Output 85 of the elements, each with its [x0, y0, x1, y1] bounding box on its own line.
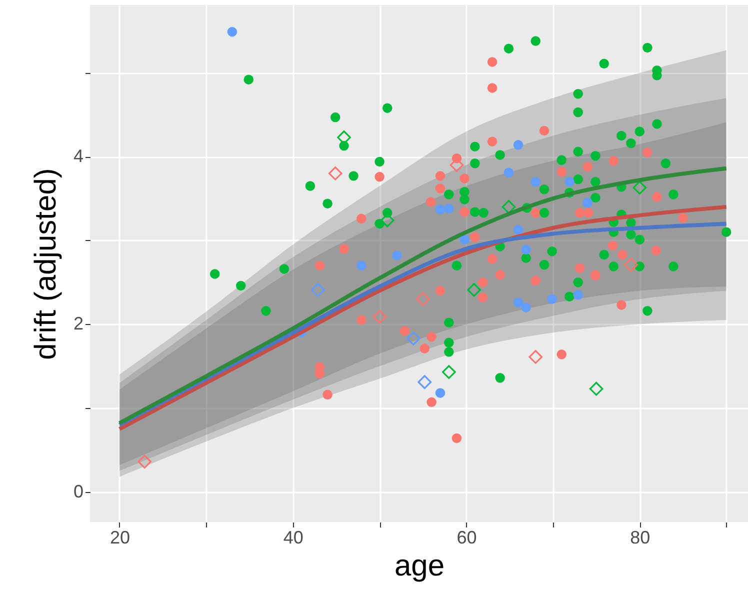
- point: [487, 136, 498, 146]
- point: [435, 184, 446, 194]
- point: [574, 208, 585, 218]
- point: [426, 197, 436, 207]
- point: [502, 200, 516, 214]
- point: [374, 172, 384, 182]
- point: [608, 156, 618, 166]
- point: [314, 260, 325, 270]
- point: [356, 214, 366, 224]
- y-tick-label: 0: [73, 481, 84, 502]
- point: [556, 350, 566, 360]
- point: [608, 240, 618, 250]
- point: [530, 208, 540, 218]
- point: [426, 397, 436, 408]
- point: [487, 57, 498, 67]
- y-tick-label: 4: [73, 146, 84, 166]
- point: [624, 258, 638, 272]
- point: [314, 368, 325, 379]
- point: [460, 174, 470, 184]
- point: [372, 310, 386, 324]
- point: [311, 282, 325, 297]
- point: [339, 244, 349, 254]
- point: [470, 232, 480, 242]
- point: [678, 212, 688, 223]
- point: [521, 302, 531, 312]
- point: [356, 315, 366, 325]
- point: [530, 276, 540, 286]
- x-tick-label: 80: [630, 528, 650, 548]
- point: [416, 292, 430, 306]
- point: [328, 166, 342, 180]
- point: [442, 365, 456, 379]
- point: [513, 224, 524, 234]
- x-axis-title: age: [394, 550, 445, 582]
- point: [478, 292, 488, 302]
- point: [642, 148, 652, 158]
- point: [582, 198, 592, 208]
- point: [444, 204, 454, 214]
- point: [528, 350, 543, 364]
- point: [435, 204, 446, 214]
- point: [452, 433, 462, 444]
- point: [616, 300, 626, 310]
- point: [406, 332, 420, 346]
- point: [513, 298, 524, 308]
- point: [530, 176, 540, 187]
- point: [495, 270, 505, 280]
- point: [418, 375, 432, 389]
- point: [487, 83, 498, 93]
- x-tick-label: 20: [110, 528, 130, 548]
- point: [467, 282, 481, 297]
- point: [574, 263, 585, 273]
- point: [504, 168, 514, 178]
- point: [584, 208, 594, 218]
- point: [435, 388, 446, 398]
- point: [426, 332, 436, 342]
- point: [460, 234, 470, 244]
- point: [435, 286, 446, 296]
- point: [564, 176, 574, 187]
- point: [400, 326, 410, 336]
- point: [138, 454, 152, 469]
- point: [617, 250, 628, 260]
- point: [420, 344, 430, 354]
- point: [322, 390, 332, 400]
- point: [652, 192, 662, 202]
- point: [547, 294, 557, 304]
- point: [227, 26, 238, 37]
- point: [521, 244, 531, 255]
- point: [573, 290, 583, 300]
- point: [478, 277, 488, 288]
- point: [582, 162, 592, 172]
- point: [539, 126, 550, 136]
- point: [632, 180, 647, 195]
- y-tick-label: 2: [73, 314, 84, 334]
- point: [513, 140, 524, 150]
- point: [556, 166, 566, 177]
- line-series: [117, 166, 728, 426]
- point: [460, 207, 470, 217]
- x-tick-label: 40: [283, 528, 304, 548]
- point: [356, 260, 366, 270]
- y-axis-title: drift (adjusted): [29, 168, 62, 360]
- point: [589, 382, 604, 396]
- x-tick-label: 60: [456, 528, 477, 548]
- point: [392, 250, 402, 260]
- point: [435, 171, 446, 181]
- point: [651, 246, 661, 256]
- point: [487, 254, 498, 264]
